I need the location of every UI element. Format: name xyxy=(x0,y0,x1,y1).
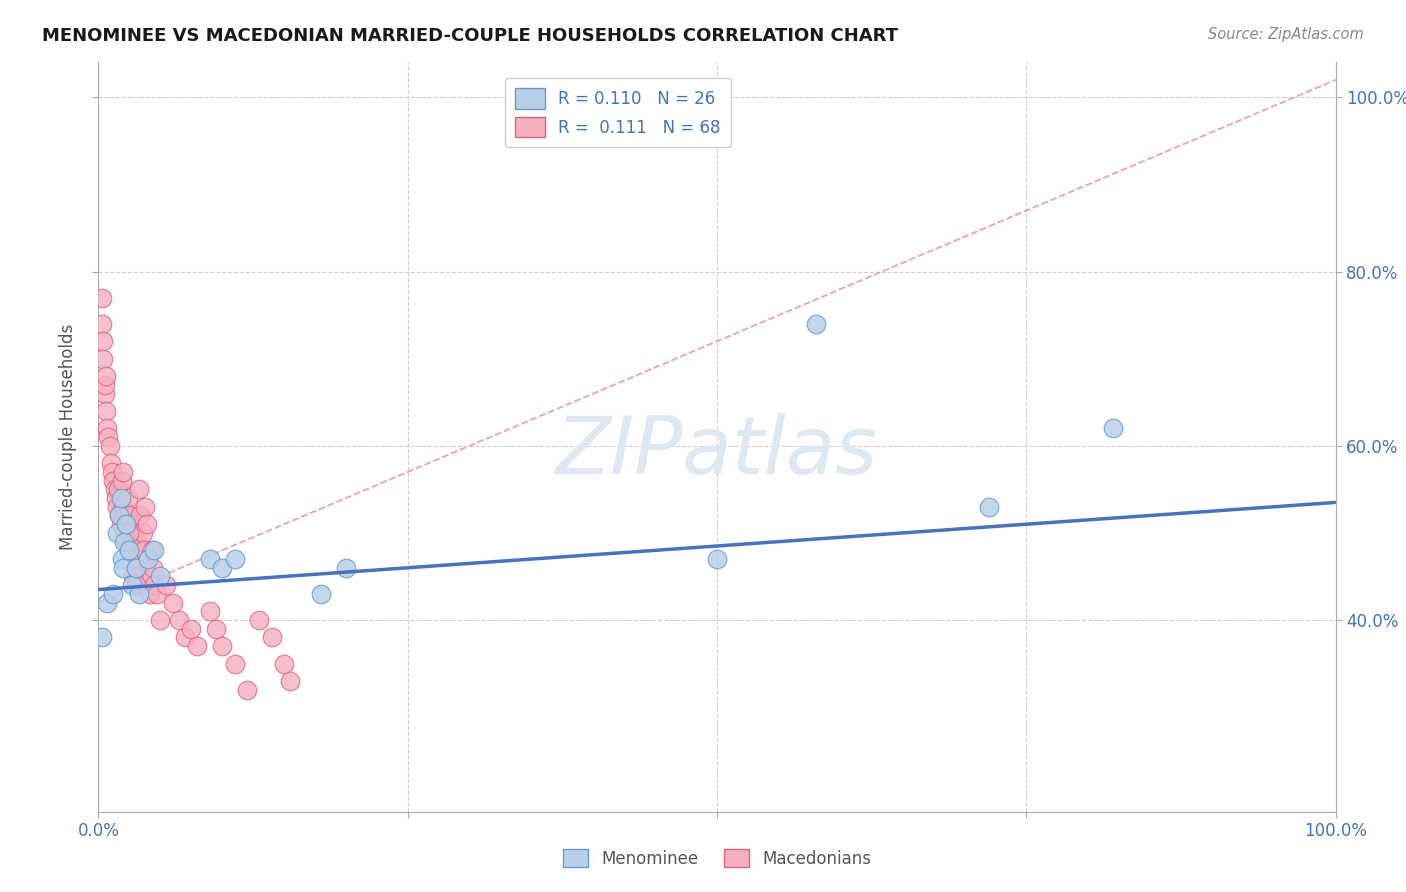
Point xyxy=(124,578,146,592)
Point xyxy=(180,622,202,636)
Point xyxy=(120,517,142,532)
Point xyxy=(198,552,221,566)
Text: Source: ZipAtlas.com: Source: ZipAtlas.com xyxy=(1208,27,1364,42)
Point xyxy=(121,578,143,592)
Point xyxy=(111,474,134,488)
Point xyxy=(224,657,246,671)
Y-axis label: Married-couple Households: Married-couple Households xyxy=(59,324,77,550)
Point xyxy=(97,430,120,444)
Point xyxy=(94,369,117,384)
Point xyxy=(134,543,156,558)
Point xyxy=(118,543,141,558)
Point xyxy=(1102,421,1125,435)
Point xyxy=(114,534,136,549)
Point xyxy=(124,561,146,575)
Point xyxy=(138,569,160,583)
Point xyxy=(174,631,197,645)
Point xyxy=(124,561,146,575)
Point xyxy=(91,631,114,645)
Point xyxy=(125,534,148,549)
Point xyxy=(131,569,153,583)
Point xyxy=(105,525,128,540)
Point xyxy=(93,377,115,392)
Point xyxy=(98,439,121,453)
Point xyxy=(91,317,114,331)
Point xyxy=(127,552,149,566)
Point xyxy=(706,552,728,566)
Point xyxy=(211,561,233,575)
Point xyxy=(111,552,134,566)
Point xyxy=(118,525,141,540)
Point xyxy=(162,596,184,610)
Text: ZIPatlas: ZIPatlas xyxy=(555,413,879,491)
Point xyxy=(979,500,1001,514)
Point xyxy=(309,587,332,601)
Point xyxy=(121,525,143,540)
Point xyxy=(115,508,138,523)
Point xyxy=(149,569,172,583)
Point xyxy=(108,508,131,523)
Point xyxy=(136,552,159,566)
Point xyxy=(224,552,246,566)
Point xyxy=(149,613,172,627)
Point xyxy=(112,534,135,549)
Point xyxy=(167,613,190,627)
Point xyxy=(273,657,295,671)
Point xyxy=(112,500,135,514)
Point xyxy=(122,543,145,558)
Point xyxy=(100,456,122,470)
Point xyxy=(139,587,162,601)
Point xyxy=(93,386,115,401)
Point xyxy=(136,552,159,566)
Point xyxy=(103,483,125,497)
Point xyxy=(124,525,146,540)
Point xyxy=(236,682,259,697)
Point xyxy=(107,483,129,497)
Point xyxy=(104,491,127,505)
Point xyxy=(211,639,233,653)
Point xyxy=(108,508,131,523)
Point xyxy=(118,508,141,523)
Point xyxy=(105,500,128,514)
Point xyxy=(114,517,136,532)
Point xyxy=(94,404,117,418)
Point xyxy=(247,613,270,627)
Point xyxy=(112,525,135,540)
Point xyxy=(91,291,114,305)
Point xyxy=(129,508,152,523)
Point xyxy=(135,517,157,532)
Point xyxy=(93,351,115,366)
Point xyxy=(278,673,301,688)
Point xyxy=(335,561,357,575)
Point xyxy=(143,543,166,558)
Point xyxy=(155,578,177,592)
Point xyxy=(198,604,221,618)
Point xyxy=(145,587,167,601)
Point xyxy=(134,500,156,514)
Point xyxy=(112,561,135,575)
Point xyxy=(103,587,125,601)
Point xyxy=(804,317,827,331)
Point xyxy=(186,639,208,653)
Point xyxy=(103,474,125,488)
Point xyxy=(143,578,166,592)
Point xyxy=(260,631,283,645)
Point xyxy=(96,596,118,610)
Text: MENOMINEE VS MACEDONIAN MARRIED-COUPLE HOUSEHOLDS CORRELATION CHART: MENOMINEE VS MACEDONIAN MARRIED-COUPLE H… xyxy=(42,27,898,45)
Legend: Menominee, Macedonians: Menominee, Macedonians xyxy=(557,843,877,874)
Point xyxy=(112,465,135,479)
Point xyxy=(96,421,118,435)
Point xyxy=(128,483,150,497)
Point xyxy=(117,491,139,505)
Point xyxy=(142,561,165,575)
Point xyxy=(205,622,228,636)
Point xyxy=(101,465,124,479)
Point xyxy=(93,334,115,349)
Point xyxy=(110,517,132,532)
Point xyxy=(122,569,145,583)
Point xyxy=(110,491,132,505)
Point xyxy=(132,525,155,540)
Point xyxy=(141,543,163,558)
Point xyxy=(128,587,150,601)
